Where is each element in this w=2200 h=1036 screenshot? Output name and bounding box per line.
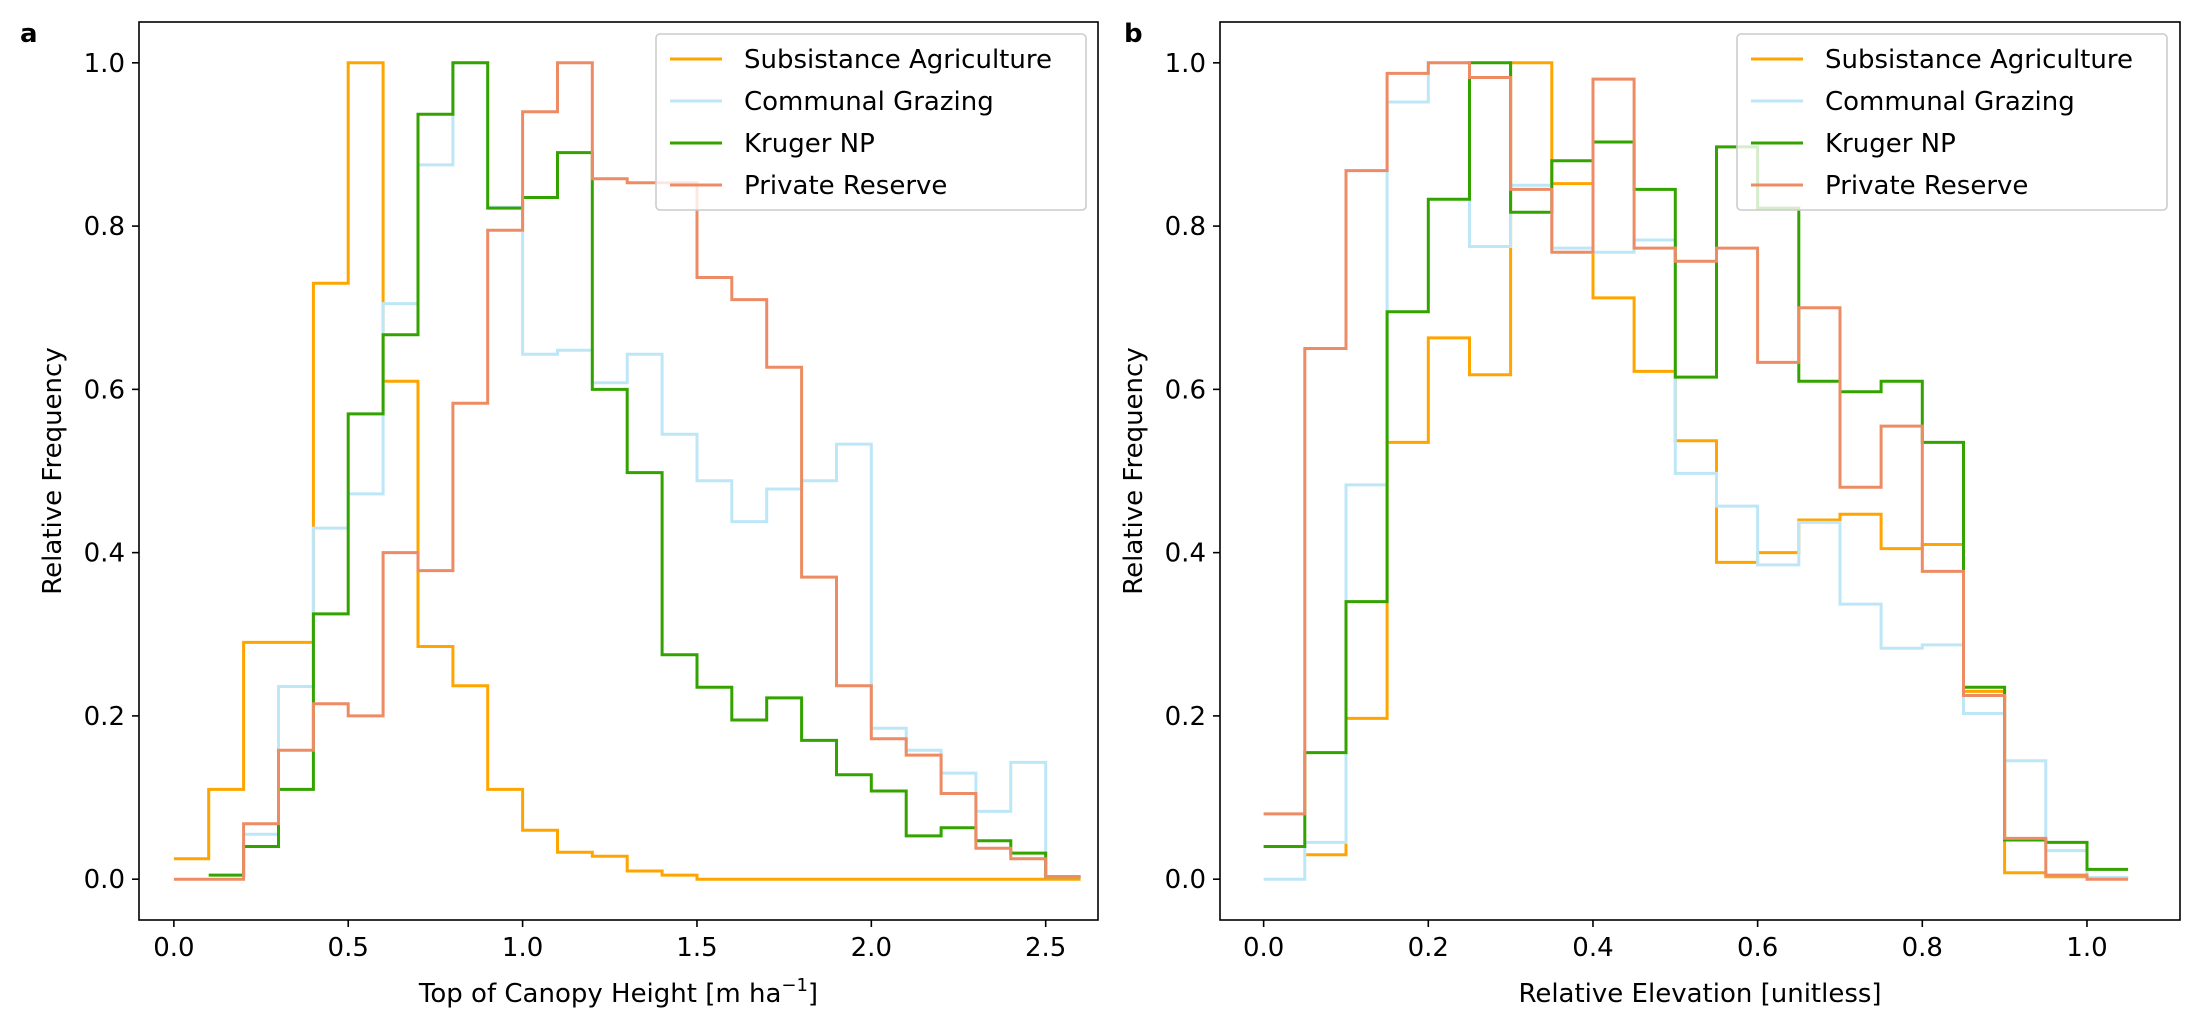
x-axis-label-text: Relative Elevation [unitless]	[1518, 979, 1881, 1009]
x-axis-label: Relative Elevation [unitless]	[1518, 979, 1881, 1009]
legend-label: Private Reserve	[744, 171, 947, 201]
x-tick-label: 2.0	[851, 933, 892, 963]
legend-label: Subsistance Agriculture	[1825, 45, 2133, 75]
x-tick-label: 0.2	[1408, 933, 1449, 963]
y-tick-label: 0.0	[84, 865, 125, 895]
y-tick-label: 0.4	[1165, 539, 1206, 569]
panel-label: a	[20, 19, 38, 49]
x-tick-label: 0.4	[1572, 933, 1613, 963]
legend-label: Private Reserve	[1825, 171, 2028, 201]
series-line-private-reserve	[1263, 61, 2129, 881]
x-tick-label: 0.6	[1737, 933, 1778, 963]
series-line-subsistance-agriculture	[173, 61, 1081, 881]
x-tick-label: 0.8	[1902, 933, 1943, 963]
legend-label: Kruger NP	[1825, 129, 1956, 159]
x-tick-label: 0.5	[328, 933, 369, 963]
x-tick-label: 0.0	[153, 933, 194, 963]
legend: Subsistance Agriculture Communal Grazing K…	[655, 33, 1087, 211]
x-tick-label: 1.5	[676, 933, 717, 963]
x-tick-label: 0.0	[1243, 933, 1284, 963]
panel-b: 0.0 0.2 0.4 0.6 0.8 1.0 0.0 0.2 0.4 0.6 0.8 1.0 Rela…	[1119, 19, 2181, 1009]
legend-label: Communal Grazing	[1825, 87, 2075, 117]
legend-box	[655, 33, 1087, 211]
x-axis-label-close: ]	[808, 979, 818, 1009]
y-tick-label: 0.0	[1165, 865, 1206, 895]
panel-a: 0.0 0.5 1.0 1.5 2.0 2.5 0.0 0.2 0.4 0.6 0.8 1.0 Top …	[20, 19, 1099, 1009]
plot-frame	[1219, 21, 2181, 921]
y-tick-label: 0.6	[84, 375, 125, 405]
legend: Subsistance Agriculture Communal Grazing K…	[1736, 33, 2168, 211]
legend-box	[1736, 33, 2168, 211]
y-tick-label: 1.0	[84, 49, 125, 79]
series-line-communal-grazing	[1263, 61, 2129, 881]
panel-label: b	[1124, 19, 1143, 49]
y-tick-label: 0.6	[1165, 375, 1206, 405]
legend-label: Kruger NP	[744, 129, 875, 159]
y-tick-label: 0.4	[84, 539, 125, 569]
legend-label: Communal Grazing	[744, 87, 994, 117]
y-tick-label: 0.8	[84, 212, 125, 242]
y-tick-label: 0.8	[1165, 212, 1206, 242]
x-tick-label: 1.0	[502, 933, 543, 963]
x-axis-label-text: Top of Canopy Height [m ha	[418, 979, 781, 1009]
series-line-kruger-np	[1263, 61, 2129, 871]
x-tick-label: 1.0	[2066, 933, 2107, 963]
x-axis-label: Top of Canopy Height [m ha−1]	[418, 975, 818, 1009]
series-line-kruger-np	[208, 61, 1081, 879]
plot-frame	[138, 21, 1099, 921]
y-tick-label: 0.2	[1165, 702, 1206, 732]
y-axis-label: Relative Frequency	[38, 347, 68, 594]
y-tick-label: 1.0	[1165, 49, 1206, 79]
x-axis-label-superscript: −1	[781, 975, 808, 996]
y-tick-label: 0.2	[84, 702, 125, 732]
y-axis-label: Relative Frequency	[1119, 347, 1149, 594]
x-tick-label: 2.5	[1025, 933, 1066, 963]
series-line-private-reserve	[173, 61, 1081, 881]
legend-label: Subsistance Agriculture	[744, 45, 1052, 75]
